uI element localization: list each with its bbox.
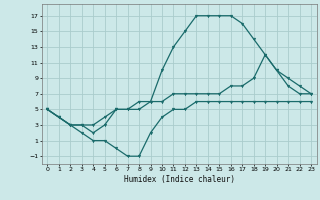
X-axis label: Humidex (Indice chaleur): Humidex (Indice chaleur) — [124, 175, 235, 184]
